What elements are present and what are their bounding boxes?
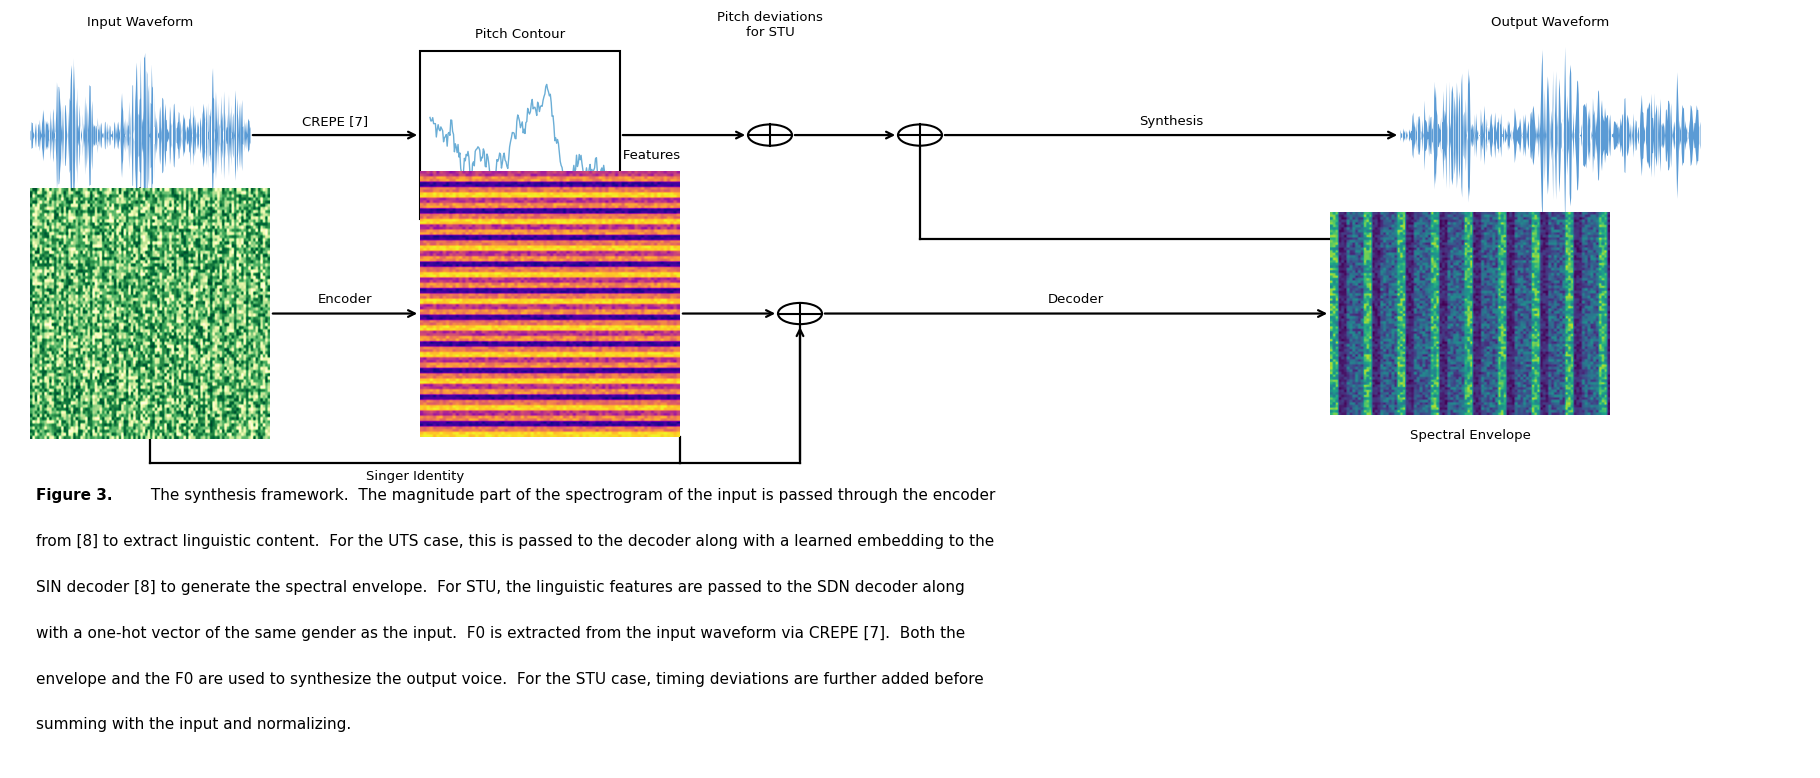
Text: Singer Identity: Singer Identity — [366, 470, 464, 483]
Bar — [420, 51, 621, 219]
Text: The synthesis framework.  The magnitude part of the spectrogram of the input is : The synthesis framework. The magnitude p… — [146, 489, 996, 503]
Text: Singer Independent Linguistic Features: Singer Independent Linguistic Features — [419, 149, 681, 162]
Text: Input Waveform: Input Waveform — [87, 16, 193, 29]
Text: summing with the input and normalizing.: summing with the input and normalizing. — [36, 717, 351, 732]
Text: envelope and the F0 are used to synthesize the output voice.  For the STU case, : envelope and the F0 are used to synthesi… — [36, 671, 985, 686]
Text: Decoder: Decoder — [1048, 293, 1105, 307]
Text: Pitch deviations
for STU: Pitch deviations for STU — [717, 11, 823, 39]
Text: Figure 3.: Figure 3. — [36, 489, 113, 503]
Text: Output Waveform: Output Waveform — [1491, 16, 1609, 29]
Text: with a one-hot vector of the same gender as the input.  F0 is extracted from the: with a one-hot vector of the same gender… — [36, 626, 966, 641]
Circle shape — [897, 124, 943, 145]
Text: SIN decoder [8] to generate the spectral envelope.  For STU, the linguistic feat: SIN decoder [8] to generate the spectral… — [36, 580, 965, 595]
Text: CREPE [7]: CREPE [7] — [302, 115, 368, 128]
Circle shape — [748, 124, 792, 145]
Text: STFT: STFT — [155, 201, 187, 214]
Text: Encoder: Encoder — [318, 293, 373, 307]
Text: from [8] to extract linguistic content.  For the UTS case, this is passed to the: from [8] to extract linguistic content. … — [36, 534, 996, 549]
Circle shape — [777, 303, 823, 324]
Text: Pitch Contour: Pitch Contour — [475, 28, 564, 41]
Text: Synthesis: Synthesis — [1139, 115, 1203, 128]
Text: Spectral Envelope: Spectral Envelope — [1409, 429, 1531, 443]
